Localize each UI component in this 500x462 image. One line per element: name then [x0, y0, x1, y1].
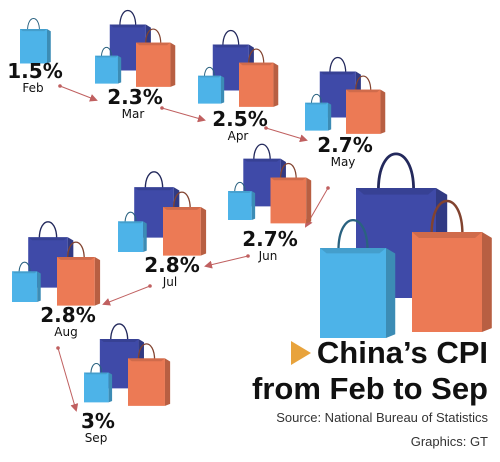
bag-orange	[57, 241, 101, 306]
value-label-May: 2.7%	[317, 133, 372, 157]
value-label-Jun: 2.7%	[242, 227, 297, 251]
bag-group-Feb	[20, 18, 51, 64]
bag-blue	[95, 46, 122, 84]
labels-layer: 1.5%Feb 2.3%Mar 2.5%Apr 2.7%May2.7%Jun2.8%J…	[7, 59, 372, 445]
bag-orange	[136, 28, 176, 87]
bag-orange-large	[412, 200, 492, 332]
bag-blue	[118, 211, 147, 252]
bag-orange	[270, 162, 312, 224]
bag-orange	[239, 48, 279, 107]
arrows-layer	[56, 84, 330, 412]
value-label-Sep: 3%	[81, 409, 115, 433]
arrow-Feb-to-Mar	[59, 85, 98, 102]
graphics-credit: Graphics: GT	[410, 434, 488, 449]
arrow-Jun-to-Jul	[204, 255, 249, 269]
bag-blue	[12, 261, 41, 302]
bag-orange	[128, 343, 171, 406]
month-label-May: May	[331, 155, 356, 169]
month-label-Mar: Mar	[122, 107, 145, 121]
arrow-Apr-to-May	[265, 127, 308, 143]
bag-orange	[346, 75, 386, 134]
bag-blue	[198, 66, 225, 104]
arrow-Jul-to-Aug	[102, 285, 151, 306]
arrow-Mar-to-Apr	[161, 107, 206, 123]
chart-title-line2: from Feb to Sep	[252, 371, 488, 406]
bag-group-Jun	[228, 143, 312, 224]
bag-blue-large	[320, 219, 396, 338]
source-note: Source: National Bureau of Statistics	[276, 410, 488, 425]
bag-blue	[305, 93, 332, 131]
chart-title-line1: China’s CPI	[290, 335, 488, 370]
month-label-Feb: Feb	[22, 81, 43, 95]
month-label-Sep: Sep	[85, 431, 108, 445]
value-label-Aug: 2.8%	[40, 303, 95, 327]
value-label-Apr: 2.5%	[212, 107, 267, 131]
month-label-Jun: Jun	[258, 249, 278, 263]
bag-blue	[20, 18, 51, 64]
title-marker-icon	[290, 341, 311, 365]
month-label-Aug: Aug	[54, 325, 77, 339]
bag-group-large	[320, 152, 492, 338]
bag-group-Apr	[198, 29, 279, 107]
value-label-Mar: 2.3%	[107, 85, 162, 109]
bag-blue	[84, 362, 113, 403]
title-line1-text: China’s CPI	[316, 335, 488, 370]
value-label-Feb: 1.5%	[7, 59, 62, 83]
bag-group-Mar	[95, 9, 176, 87]
value-label-Jul: 2.8%	[144, 253, 199, 277]
bag-group-Aug	[12, 221, 101, 306]
month-label-Jul: Jul	[162, 275, 177, 289]
bag-group-Jul	[118, 171, 207, 256]
arrow-Aug-to-Sep	[57, 347, 79, 412]
month-label-Apr: Apr	[228, 129, 249, 143]
bag-orange	[163, 191, 207, 256]
bags-layer	[12, 9, 492, 406]
bag-group-May	[305, 56, 386, 134]
bag-group-Sep	[84, 323, 171, 406]
bag-blue	[228, 181, 256, 220]
